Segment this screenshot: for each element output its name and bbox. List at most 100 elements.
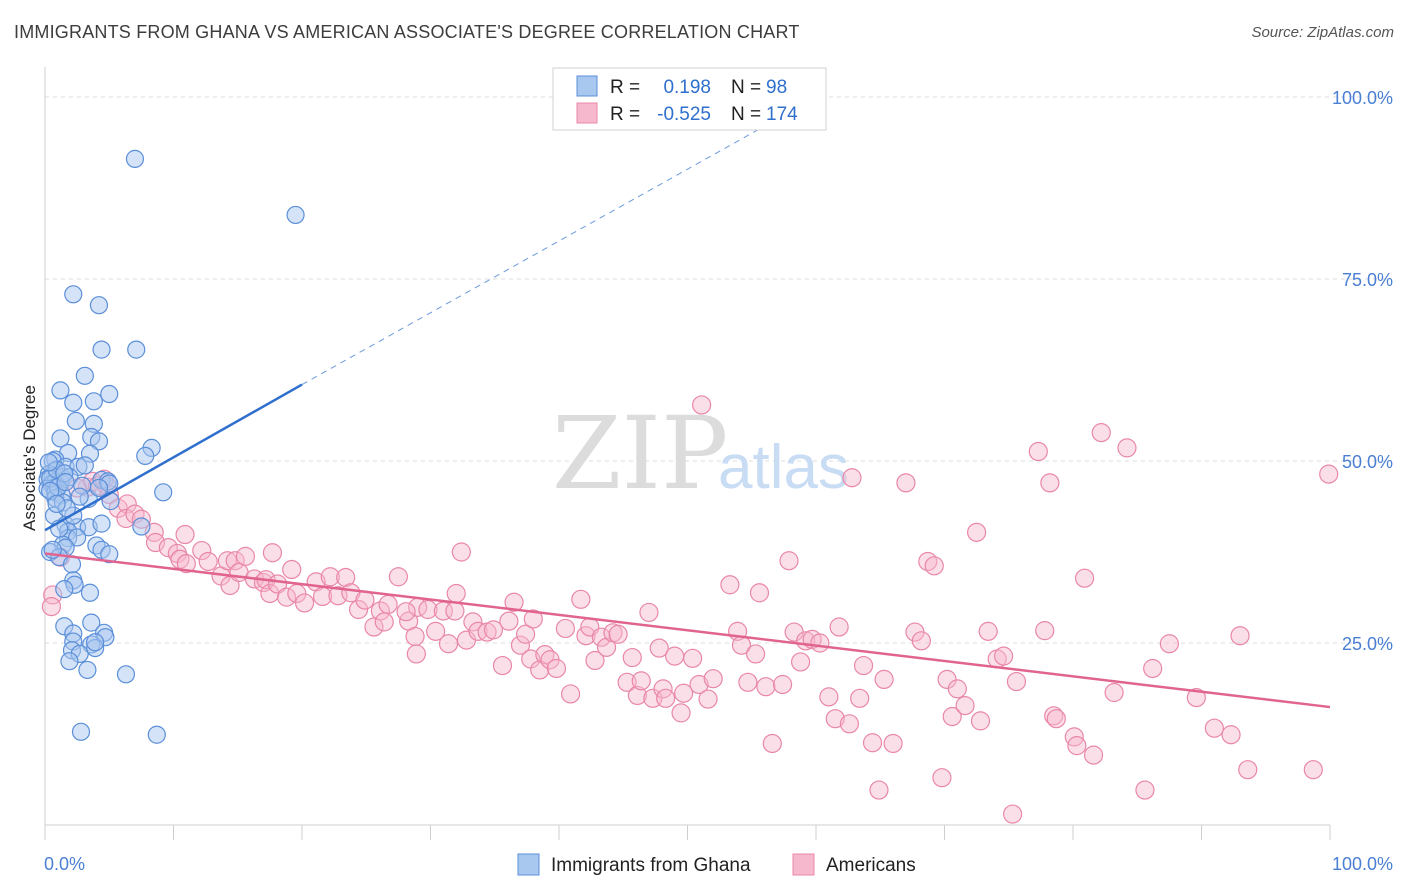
- ghana-point: [39, 453, 58, 472]
- americans-point: [451, 542, 471, 562]
- americans-point: [463, 612, 483, 632]
- americans-point: [515, 624, 536, 644]
- americans-point: [746, 644, 766, 664]
- americans-point: [1204, 718, 1224, 738]
- americans-point: [622, 647, 642, 668]
- americans-point: [1006, 671, 1027, 692]
- americans-point: [703, 669, 723, 689]
- legend-swatch-ghana: [576, 75, 598, 97]
- americans-point: [947, 679, 967, 699]
- americans-point: [116, 508, 136, 529]
- legend-n-label-americans: N =: [731, 104, 761, 125]
- ghana-point: [84, 392, 103, 411]
- legend-r-label-americans: R =: [610, 104, 640, 125]
- ghana-point: [89, 432, 109, 451]
- americans-point: [720, 575, 740, 595]
- y-tick-label: 25.0%: [1342, 634, 1393, 654]
- americans-point: [348, 599, 369, 620]
- americans-point: [235, 546, 256, 566]
- americans-point: [829, 617, 849, 637]
- americans-point: [779, 551, 799, 571]
- americans-point: [294, 593, 315, 613]
- ghana-point: [68, 528, 87, 547]
- americans-point: [282, 559, 302, 580]
- ghana-point: [147, 725, 166, 744]
- americans-point: [1230, 626, 1250, 646]
- legend-swatch-americans: [576, 102, 598, 124]
- correlation-legend: R = 0.198 N = 98 R = -0.525 N = 174: [552, 67, 827, 131]
- americans-point: [1074, 568, 1095, 588]
- americans-point: [869, 780, 889, 800]
- ghana-point: [116, 665, 136, 684]
- ghana-point: [125, 149, 145, 168]
- x-tick-label-min: 0.0%: [44, 854, 85, 874]
- americans-point: [560, 684, 581, 704]
- americans-point: [683, 648, 703, 668]
- americans-point: [1238, 760, 1258, 780]
- americans-point: [262, 543, 283, 563]
- americans-point: [492, 655, 513, 676]
- americans-point: [1044, 706, 1064, 726]
- axes: [44, 67, 1331, 840]
- americans-point: [689, 674, 709, 695]
- americans-point: [671, 703, 691, 723]
- americans-point: [571, 589, 591, 609]
- americans-point: [738, 672, 758, 692]
- americans-point: [692, 395, 712, 415]
- ghana-point: [47, 494, 66, 514]
- ghana-point: [60, 652, 79, 671]
- americans-point: [874, 669, 894, 690]
- ghana-point: [86, 633, 105, 652]
- ghana-point: [89, 478, 109, 498]
- americans-point: [225, 551, 245, 571]
- americans-point: [523, 609, 543, 629]
- legend-n-value-americans: 174: [766, 104, 798, 125]
- americans-point: [192, 540, 212, 561]
- americans-point: [483, 620, 504, 640]
- americans-point: [405, 626, 425, 647]
- americans-point: [145, 532, 166, 553]
- ghana-point: [71, 722, 91, 741]
- americans-point: [810, 633, 830, 653]
- ghana-point: [89, 296, 109, 315]
- americans-point: [530, 660, 550, 680]
- americans-point: [510, 635, 531, 655]
- legend-n-value-ghana: 98: [766, 77, 787, 98]
- ghana-point: [82, 613, 101, 632]
- ghana-point: [100, 384, 119, 404]
- ghana-point: [286, 205, 305, 225]
- americans-point: [355, 590, 375, 610]
- americans-point: [217, 551, 238, 571]
- chart-title: IMMIGRANTS FROM GHANA VS AMERICAN ASSOCI…: [14, 22, 800, 42]
- americans-point: [276, 587, 297, 607]
- americans-point: [819, 687, 839, 707]
- americans-point: [608, 624, 628, 644]
- americans-point: [853, 655, 874, 676]
- americans-point: [896, 473, 916, 493]
- americans-point: [825, 709, 845, 729]
- americans-point: [175, 524, 195, 545]
- americans-point: [374, 612, 394, 632]
- americans-point: [445, 601, 465, 621]
- americans-point: [504, 592, 524, 612]
- americans-point: [1186, 687, 1206, 708]
- americans-point: [756, 677, 776, 697]
- americans-point: [762, 733, 782, 754]
- americans-point: [942, 706, 962, 727]
- americans-point: [932, 768, 952, 788]
- americans-point: [396, 602, 416, 622]
- americans-point: [1319, 464, 1339, 484]
- americans-point: [883, 733, 903, 754]
- legend-n-label-ghana: N =: [731, 77, 761, 98]
- series-legend: Immigrants from Ghana Americans: [517, 853, 916, 876]
- americans-trend-line: [44, 552, 1331, 709]
- americans-point: [336, 567, 356, 588]
- americans-point: [1028, 441, 1048, 462]
- watermark-atlas: atlas: [718, 433, 849, 502]
- americans-point: [1003, 804, 1023, 824]
- ghana-points: [38, 149, 305, 744]
- americans-point: [1135, 780, 1155, 800]
- americans-point: [198, 551, 218, 572]
- ghana-point: [64, 285, 83, 304]
